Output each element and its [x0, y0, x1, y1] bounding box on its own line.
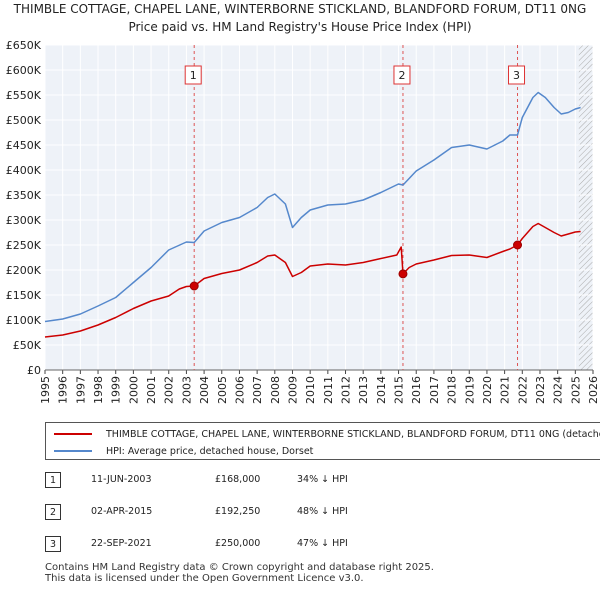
legend-item-property: THIMBLE COTTAGE, CHAPEL LANE, WINTERBORN… — [54, 426, 600, 442]
x-tick-label: 1995 — [39, 376, 52, 404]
sale-label-box — [184, 65, 202, 85]
y-tick-label: £300K — [6, 214, 42, 227]
y-tick-label: £500K — [6, 114, 42, 127]
y-tick-label: £0 — [27, 364, 41, 377]
x-tick-label: 1997 — [74, 376, 87, 404]
x-tick-label: 2024 — [552, 376, 565, 404]
sale-label-text: 1 — [190, 69, 197, 82]
chart-subtitle: Price paid vs. HM Land Registry's House … — [128, 20, 472, 34]
y-tick-label: £650K — [6, 39, 42, 52]
sale-marker-badge: 1 — [45, 472, 61, 488]
sale-hpi-diff: 47% ↓ HPI — [297, 538, 348, 549]
x-tick-label: 2018 — [446, 376, 459, 404]
x-tick-label: 2010 — [304, 376, 317, 404]
x-tick-label: 2012 — [340, 376, 353, 404]
chart-title: THIMBLE COTTAGE, CHAPEL LANE, WINTERBORN… — [0, 0, 600, 36]
footer-copyright: Contains HM Land Registry data © Crown c… — [45, 562, 434, 573]
x-tick-label: 2007 — [251, 376, 264, 404]
x-tick-label: 2023 — [534, 376, 547, 404]
sale-point — [513, 240, 523, 250]
table-row: 2 02-APR-2015 £192,250 48% ↓ HPI — [45, 504, 545, 524]
sale-marker-badge: 3 — [45, 536, 61, 552]
sale-point — [398, 269, 408, 279]
legend-label-hpi: HPI: Average price, detached house, Dors… — [106, 445, 314, 457]
sale-label-text: 3 — [513, 69, 520, 82]
x-tick-label: 2008 — [269, 376, 282, 404]
x-tick-label: 2026 — [587, 376, 600, 404]
x-tick-label: 2011 — [322, 376, 335, 404]
x-tick-label: 2014 — [375, 376, 388, 404]
sale-hpi-diff: 48% ↓ HPI — [297, 506, 348, 517]
x-tick-label: 2003 — [180, 376, 193, 404]
x-tick-label: 2005 — [216, 376, 229, 404]
forecast-region — [578, 45, 593, 370]
y-tick-label: £600K — [6, 64, 42, 77]
y-tick-label: £250K — [6, 239, 42, 252]
y-tick-label: £200K — [6, 264, 42, 277]
x-tick-label: 2015 — [393, 376, 406, 404]
sale-date: 11-JUN-2003 — [91, 474, 152, 485]
x-tick-label: 1999 — [110, 376, 123, 404]
sale-price: £250,000 — [215, 538, 261, 549]
x-tick-label: 2009 — [286, 376, 299, 404]
x-tick-label: 1998 — [92, 376, 105, 404]
x-tick-label: 2000 — [127, 376, 140, 404]
sale-date: 02-APR-2015 — [91, 506, 153, 517]
sale-label-text: 2 — [398, 69, 405, 82]
x-tick-label: 2002 — [163, 376, 176, 404]
sale-label-box — [508, 65, 526, 85]
table-row: 3 22-SEP-2021 £250,000 47% ↓ HPI — [45, 536, 545, 556]
sale-price: £168,000 — [215, 474, 261, 485]
legend-swatch-property — [54, 433, 92, 435]
table-row: 1 11-JUN-2003 £168,000 34% ↓ HPI — [45, 472, 545, 492]
x-tick-label: 2022 — [516, 376, 529, 404]
price-chart: £0 £50K £100K £150K £200K £250K £300K £350K £400… — [6, 39, 600, 404]
sale-point — [189, 281, 199, 291]
y-tick-label: £150K — [6, 289, 42, 302]
y-tick-label: £400K — [6, 164, 42, 177]
footer-license: This data is licensed under the Open Gov… — [45, 573, 364, 584]
x-tick-label: 2021 — [499, 376, 512, 404]
x-tick-label: 2006 — [233, 376, 246, 404]
x-tick-label: 1996 — [57, 376, 70, 404]
legend: THIMBLE COTTAGE, CHAPEL LANE, WINTERBORN… — [45, 422, 600, 460]
x-tick-label: 2004 — [198, 376, 211, 404]
sale-label-box — [393, 65, 411, 85]
x-tick-label: 2025 — [569, 376, 582, 404]
x-tick-label: 2016 — [410, 376, 423, 404]
y-tick-label: £350K — [6, 189, 42, 202]
legend-swatch-hpi — [54, 450, 92, 452]
x-tick-label: 2017 — [428, 376, 441, 404]
x-tick-label: 2001 — [145, 376, 158, 404]
y-tick-label: £100K — [6, 314, 42, 327]
x-tick-label: 2020 — [481, 376, 494, 404]
legend-label-property: THIMBLE COTTAGE, CHAPEL LANE, WINTERBORN… — [106, 428, 600, 440]
property-price-line — [44, 222, 581, 338]
sale-marker-badge: 2 — [45, 504, 61, 520]
sale-date: 22-SEP-2021 — [91, 538, 152, 549]
sale-hpi-diff: 34% ↓ HPI — [297, 474, 348, 485]
y-tick-label: £450K — [6, 139, 42, 152]
x-tick-label: 2013 — [357, 376, 370, 404]
hpi-line — [44, 91, 581, 323]
x-tick-label: 2019 — [463, 376, 476, 404]
legend-item-hpi: HPI: Average price, detached house, Dors… — [54, 443, 313, 459]
y-tick-label: £550K — [6, 89, 42, 102]
chart-title-line1: THIMBLE COTTAGE, CHAPEL LANE, WINTERBORN… — [13, 2, 587, 16]
footer: Contains HM Land Registry data © Crown c… — [45, 562, 434, 584]
y-tick-label: £50K — [13, 339, 42, 352]
sale-price: £192,250 — [215, 506, 261, 517]
